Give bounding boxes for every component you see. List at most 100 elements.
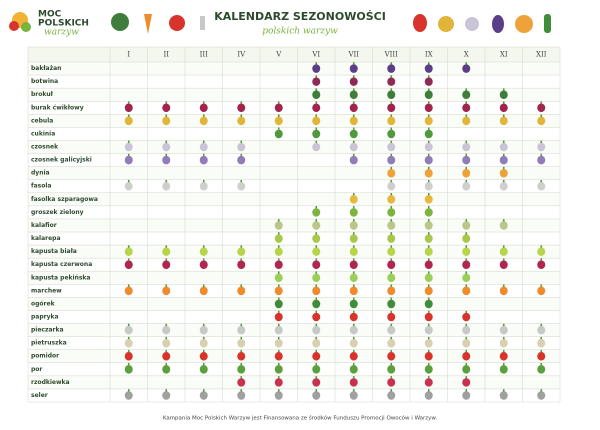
vegetable-leaf — [240, 388, 243, 392]
vegetable-icon — [462, 116, 471, 126]
vegetable-icon — [162, 391, 171, 400]
vegetable-leaf — [390, 218, 393, 222]
vegetable-leaf — [352, 310, 355, 313]
vegetable-leaf — [202, 179, 205, 183]
veg-icon — [438, 16, 454, 32]
vegetable-leaf — [240, 258, 243, 261]
vegetable-name: fasolka szparagowa — [31, 196, 98, 203]
vegetable-leaf — [502, 349, 505, 353]
vegetable-icon — [312, 221, 321, 230]
vegetable-leaf — [240, 375, 243, 379]
vegetable-leaf — [352, 232, 355, 235]
row-band — [28, 297, 560, 311]
vegetable-icon — [349, 247, 358, 256]
vegetable-icon — [274, 286, 283, 296]
vegetable-leaf — [390, 349, 393, 353]
vegetable-leaf — [465, 166, 468, 170]
vegetable-leaf — [165, 245, 168, 248]
vegetable-icon — [237, 351, 246, 361]
vegetable-leaf — [240, 153, 243, 157]
vegetable-icon — [199, 142, 208, 152]
row-band — [28, 218, 560, 232]
vegetable-icon — [387, 64, 396, 73]
vegetable-icon — [387, 195, 396, 204]
vegetable-leaf — [427, 271, 430, 274]
vegetable-leaf — [465, 336, 468, 340]
logo-text: warzyw — [44, 28, 79, 38]
vegetable-icon — [162, 155, 171, 165]
vegetable-icon — [312, 286, 321, 296]
vegetable-icon — [199, 155, 208, 165]
vegetable-leaf — [202, 336, 205, 340]
vegetable-icon — [537, 260, 546, 269]
vegetable-leaf — [465, 62, 468, 65]
vegetable-leaf — [390, 310, 393, 313]
veg-icon — [413, 14, 427, 32]
vegetable-name: burak ćwikłowy — [31, 104, 84, 111]
vegetable-name: botwina — [31, 78, 58, 85]
vegetable-icon — [462, 234, 471, 243]
vegetable-icon — [387, 325, 396, 335]
vegetable-leaf — [165, 388, 168, 392]
vegetable-icon — [424, 286, 433, 296]
vegetable-leaf — [165, 284, 168, 287]
vegetable-leaf — [502, 88, 505, 91]
vegetable-icon — [312, 64, 321, 73]
vegetable-leaf — [127, 349, 130, 353]
vegetable-leaf — [315, 75, 318, 78]
vegetable-leaf — [165, 101, 168, 104]
vegetable-name: papryka — [31, 314, 59, 321]
vegetable-icon — [387, 90, 396, 99]
vegetable-leaf — [390, 192, 393, 196]
vegetable-leaf — [202, 114, 205, 117]
vegetable-icon — [462, 378, 471, 387]
vegetable-leaf — [390, 127, 393, 130]
vegetable-leaf — [502, 179, 505, 183]
vegetable-leaf — [127, 323, 130, 327]
vegetable-name: bakłażan — [31, 65, 61, 72]
vegetable-icon — [424, 391, 433, 400]
vegetable-leaf — [427, 349, 430, 353]
vegetable-icon — [349, 155, 358, 165]
vegetable-name: pieczarka — [31, 327, 64, 334]
month-label: IX — [425, 51, 433, 59]
vegetable-icon — [312, 208, 321, 217]
vegetable-icon — [387, 299, 396, 309]
vegetable-leaf — [352, 205, 355, 209]
vegetable-leaf — [427, 232, 430, 235]
vegetable-leaf — [390, 271, 393, 274]
vegetable-leaf — [502, 258, 505, 261]
vegetable-icon — [499, 338, 508, 348]
vegetable-icon — [424, 103, 433, 113]
vegetable-icon — [424, 181, 433, 191]
vegetable-leaf — [240, 323, 243, 327]
vegetable-icon — [387, 312, 396, 322]
vegetable-leaf — [352, 258, 355, 261]
vegetable-icon — [274, 378, 283, 387]
vegetable-icon — [387, 116, 396, 126]
vegetable-leaf — [427, 88, 430, 91]
vegetable-icon — [237, 103, 246, 113]
vegetable-icon — [424, 378, 433, 387]
vegetable-leaf — [390, 258, 393, 261]
vegetable-icon — [199, 286, 208, 296]
vegetable-icon — [274, 351, 283, 361]
vegetable-leaf — [277, 388, 280, 392]
vegetable-icon — [199, 365, 208, 374]
vegetable-icon — [424, 365, 433, 374]
vegetable-leaf — [165, 153, 168, 157]
vegetable-leaf — [427, 297, 430, 300]
vegetable-icon — [237, 247, 246, 256]
vegetable-leaf — [202, 362, 205, 366]
vegetable-leaf — [502, 101, 505, 104]
vegetable-leaf — [427, 218, 430, 222]
vegetable-icon — [312, 325, 321, 335]
vegetable-icon — [237, 155, 246, 165]
vegetable-icon — [274, 299, 283, 309]
vegetable-icon — [387, 378, 396, 387]
vegetable-icon — [124, 365, 133, 374]
vegetable-icon — [274, 273, 283, 283]
vegetable-leaf — [352, 127, 355, 130]
vegetable-leaf — [165, 179, 168, 183]
vegetable-name: kapusta pekińska — [31, 274, 90, 281]
